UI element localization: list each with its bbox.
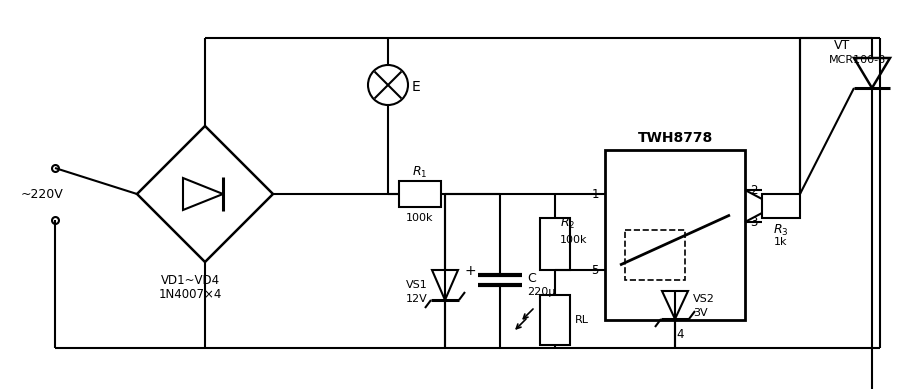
Text: 3V: 3V xyxy=(693,308,708,318)
Text: VD1~VD4: VD1~VD4 xyxy=(160,273,219,287)
Bar xyxy=(399,181,441,207)
Text: 1N4007×4: 1N4007×4 xyxy=(159,287,222,300)
Circle shape xyxy=(368,65,408,105)
Text: VT: VT xyxy=(834,39,850,51)
Polygon shape xyxy=(662,291,688,319)
Text: 2: 2 xyxy=(750,184,757,196)
Text: 100k: 100k xyxy=(560,235,588,245)
Text: RL: RL xyxy=(575,315,589,325)
Bar xyxy=(540,295,570,345)
Text: $R_1$: $R_1$ xyxy=(413,165,427,180)
Text: VS1: VS1 xyxy=(406,280,428,290)
Text: 1k: 1k xyxy=(774,237,788,247)
Text: 220µ: 220µ xyxy=(527,287,556,297)
Polygon shape xyxy=(137,126,273,262)
Text: +: + xyxy=(464,264,476,278)
Text: C: C xyxy=(527,272,536,284)
Text: $R_3$: $R_3$ xyxy=(773,223,789,238)
Text: 100k: 100k xyxy=(406,213,434,223)
Bar xyxy=(625,230,685,280)
Text: 4: 4 xyxy=(676,328,684,341)
Text: MCR100-8: MCR100-8 xyxy=(828,55,886,65)
Polygon shape xyxy=(854,58,890,88)
Bar xyxy=(605,150,745,320)
Polygon shape xyxy=(183,178,223,210)
Text: TWH8778: TWH8778 xyxy=(637,131,713,145)
Text: 3: 3 xyxy=(750,216,757,228)
Bar xyxy=(762,194,800,218)
Text: ~220V: ~220V xyxy=(20,187,63,200)
Text: VS2: VS2 xyxy=(693,294,715,304)
Text: 5: 5 xyxy=(591,263,599,277)
Text: $R_2$: $R_2$ xyxy=(560,216,575,231)
Bar xyxy=(540,218,570,270)
Polygon shape xyxy=(432,270,458,300)
Text: E: E xyxy=(412,80,421,94)
Text: 12V: 12V xyxy=(406,294,428,304)
Text: 1: 1 xyxy=(591,187,599,200)
